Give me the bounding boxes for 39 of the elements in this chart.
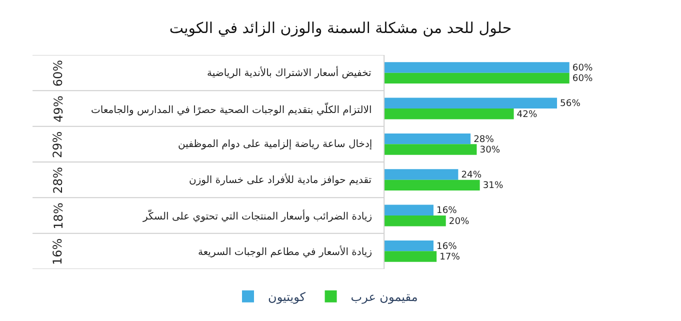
y-tick-label: الالتزام الكلّي بتقديم الوجبات الصحية حصرًا في المدارس والجامعات xyxy=(91,102,372,116)
data-label: 20% xyxy=(448,216,470,227)
bar xyxy=(384,216,446,226)
data-label: 60% xyxy=(572,73,594,84)
y-tick-label: تخفيض أسعار الاشتراك بالأندية الرياضية xyxy=(207,66,372,79)
text: 29% xyxy=(50,131,65,158)
text: 60% xyxy=(50,60,65,87)
data-label: 24% xyxy=(461,170,482,181)
bar xyxy=(384,108,514,120)
legend-label: مقيمون عرب xyxy=(350,290,418,304)
y-tick-label: زيادة الأسعار في مطاعم الوجبات السريعة xyxy=(198,245,372,258)
y-tick-label: إدخال ساعة رياضة إلزامية على دوام الموظفين xyxy=(178,139,372,150)
bar xyxy=(384,98,558,108)
bar xyxy=(384,62,570,73)
bar xyxy=(384,180,480,191)
data-label: 16% xyxy=(436,240,458,252)
text: 16% xyxy=(50,238,65,265)
bar xyxy=(384,204,434,216)
data-label: 16% xyxy=(436,205,458,216)
text: 49% xyxy=(51,96,66,122)
data-label: 28% xyxy=(474,134,494,145)
data-label: 17% xyxy=(440,252,460,263)
data-label: 60% xyxy=(572,62,594,74)
data-label: 31% xyxy=(482,180,504,192)
bar xyxy=(384,133,471,144)
bar xyxy=(384,169,458,180)
y-tick-label: زيادة الضرائب وأسعار المنتجات التي تحتوي على السكّر xyxy=(142,209,372,223)
chart-title: حلول للحد من مشكلة السمنة والوزن الزائد في الكويت xyxy=(169,18,512,37)
data-label: 30% xyxy=(480,144,500,156)
y-tick-label: تقديم حوافز مادية للأفراد على خسارة الوزن xyxy=(189,173,372,186)
text: 28% xyxy=(50,166,65,194)
legend-label: كويتيون xyxy=(268,290,306,304)
bar xyxy=(384,240,434,252)
data-label: 56% xyxy=(560,98,581,110)
bar xyxy=(384,72,570,84)
bar xyxy=(384,251,437,262)
text: 18% xyxy=(51,202,66,230)
bar xyxy=(384,144,477,155)
data-label: 42% xyxy=(516,108,538,120)
